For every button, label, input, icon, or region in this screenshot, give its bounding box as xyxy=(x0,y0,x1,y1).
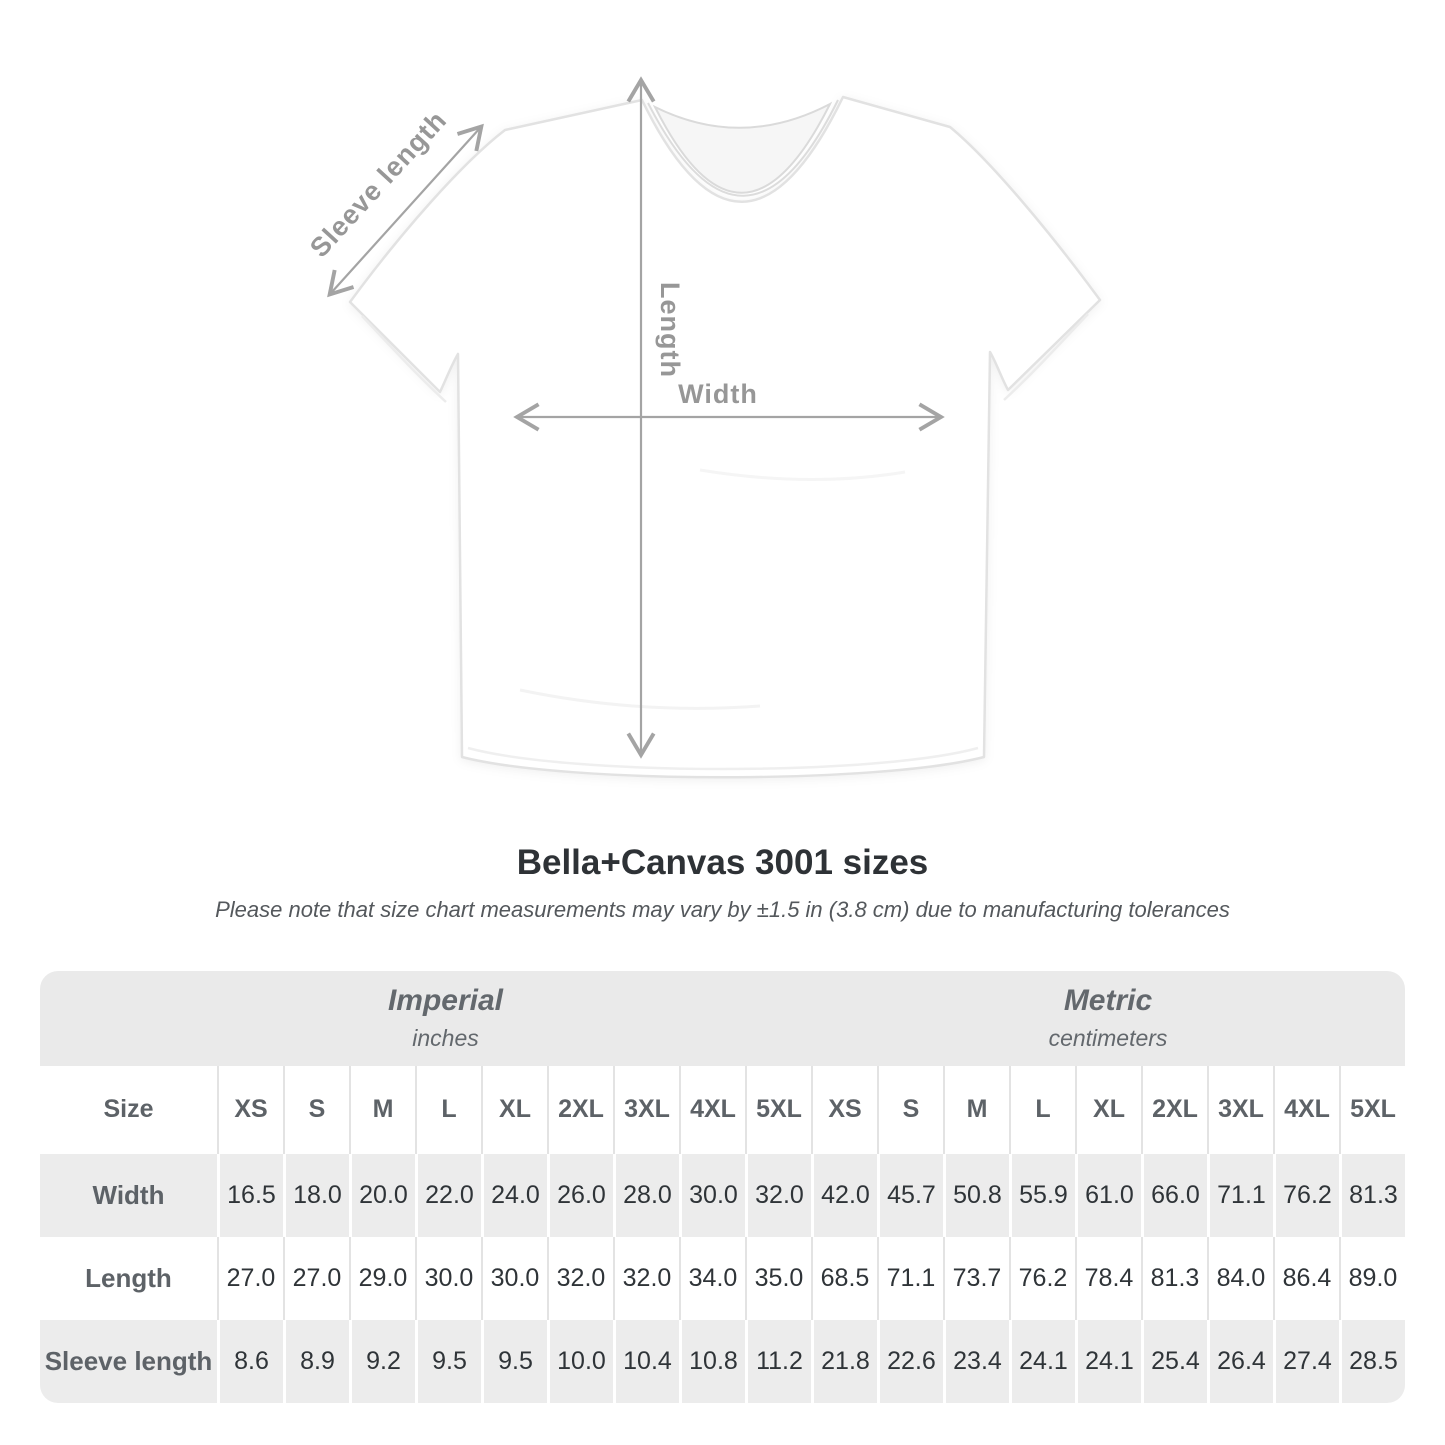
value-cell: 29.0 xyxy=(349,1236,415,1320)
value-cell: 30.0 xyxy=(415,1236,481,1320)
value-cell: 21.8 xyxy=(811,1319,877,1403)
metric-unit: centimeters xyxy=(1048,1025,1168,1052)
tshirt-diagram-svg: Sleeve length Length Width xyxy=(304,76,1102,779)
size-column-header: 4XL xyxy=(1273,1065,1339,1154)
size-column-header: XL xyxy=(481,1065,547,1154)
value-cell: 42.0 xyxy=(811,1153,877,1237)
tshirt-measurement-diagram: Sleeve length Length Width xyxy=(304,76,1102,779)
value-cell: 22.6 xyxy=(877,1319,943,1403)
value-cell: 10.0 xyxy=(547,1319,613,1403)
size-table-zone: Imperial inches Metric centimeters Size … xyxy=(0,970,1445,1403)
row-header: Sleeve length xyxy=(40,1319,217,1403)
imperial-group-header: Imperial inches xyxy=(40,970,811,1066)
size-column-header: XS xyxy=(217,1065,283,1154)
width-label: Width xyxy=(678,379,758,409)
size-column-header: S xyxy=(877,1065,943,1154)
size-column-header: 5XL xyxy=(745,1065,811,1154)
value-cell: 9.5 xyxy=(481,1319,547,1403)
value-cell: 66.0 xyxy=(1141,1153,1207,1237)
value-cell: 24.1 xyxy=(1075,1319,1141,1403)
value-cell: 45.7 xyxy=(877,1153,943,1237)
imperial-unit: inches xyxy=(412,1025,479,1052)
value-cell: 23.4 xyxy=(943,1319,1009,1403)
value-cell: 27.0 xyxy=(217,1236,283,1320)
value-cell: 26.4 xyxy=(1207,1319,1273,1403)
value-cell: 81.3 xyxy=(1339,1153,1405,1237)
size-column-header: L xyxy=(415,1065,481,1154)
value-cell: 76.2 xyxy=(1273,1153,1339,1237)
value-cell: 8.6 xyxy=(217,1319,283,1403)
value-cell: 55.9 xyxy=(1009,1153,1075,1237)
size-header-row: Size XS S M L XL 2XL 3XL 4XL 5XL XS S M L XL 2XL 3XL 4XL… xyxy=(40,1065,1405,1154)
value-cell: 86.4 xyxy=(1273,1236,1339,1320)
value-cell: 11.2 xyxy=(745,1319,811,1403)
table-row: Width 16.5 18.0 20.0 22.0 24.0 26.0 28.0 30.0 32.… xyxy=(40,1153,1405,1237)
value-cell: 68.5 xyxy=(811,1236,877,1320)
size-column-header: XS xyxy=(811,1065,877,1154)
size-column-header: M xyxy=(943,1065,1009,1154)
value-cell: 30.0 xyxy=(481,1236,547,1320)
value-cell: 76.2 xyxy=(1009,1236,1075,1320)
row-header: Length xyxy=(40,1236,217,1320)
metric-group-header: Metric centimeters xyxy=(811,970,1405,1066)
value-cell: 26.0 xyxy=(547,1153,613,1237)
value-cell: 78.4 xyxy=(1075,1236,1141,1320)
size-column-header: M xyxy=(349,1065,415,1154)
value-cell: 61.0 xyxy=(1075,1153,1141,1237)
unit-group-row: Imperial inches Metric centimeters xyxy=(40,970,1405,1066)
size-column-header: 3XL xyxy=(1207,1065,1273,1154)
value-cell: 8.9 xyxy=(283,1319,349,1403)
value-cell: 28.0 xyxy=(613,1153,679,1237)
value-cell: 24.0 xyxy=(481,1153,547,1237)
value-cell: 71.1 xyxy=(1207,1153,1273,1237)
size-column-header: L xyxy=(1009,1065,1075,1154)
metric-label: Metric xyxy=(1063,984,1153,1018)
value-cell: 50.8 xyxy=(943,1153,1009,1237)
size-column-header: 4XL xyxy=(679,1065,745,1154)
tolerance-note: Please note that size chart measurements… xyxy=(215,897,1230,922)
value-cell: 25.4 xyxy=(1141,1319,1207,1403)
page-title: Bella+Canvas 3001 sizes xyxy=(516,843,929,882)
row-header: Width xyxy=(40,1153,217,1237)
size-column-header: 5XL xyxy=(1339,1065,1405,1154)
value-cell: 84.0 xyxy=(1207,1236,1273,1320)
value-cell: 9.5 xyxy=(415,1319,481,1403)
value-cell: 22.0 xyxy=(415,1153,481,1237)
value-cell: 89.0 xyxy=(1339,1236,1405,1320)
size-column-header: S xyxy=(283,1065,349,1154)
value-cell: 32.0 xyxy=(613,1236,679,1320)
size-column-header: 3XL xyxy=(613,1065,679,1154)
value-cell: 16.5 xyxy=(217,1153,283,1237)
value-cell: 81.3 xyxy=(1141,1236,1207,1320)
table-row: Sleeve length 8.6 8.9 9.2 9.5 9.5 10.0 10.4 10.8… xyxy=(40,1319,1405,1403)
value-cell: 27.0 xyxy=(283,1236,349,1320)
value-cell: 24.1 xyxy=(1009,1319,1075,1403)
value-cell: 20.0 xyxy=(349,1153,415,1237)
value-cell: 73.7 xyxy=(943,1236,1009,1320)
value-cell: 9.2 xyxy=(349,1319,415,1403)
size-column-header: XL xyxy=(1075,1065,1141,1154)
value-cell: 28.5 xyxy=(1339,1319,1405,1403)
value-cell: 32.0 xyxy=(547,1236,613,1320)
tshirt-graphic xyxy=(348,95,1102,779)
value-cell: 71.1 xyxy=(877,1236,943,1320)
value-cell: 32.0 xyxy=(745,1153,811,1237)
size-corner-header: Size xyxy=(40,1065,217,1154)
length-label: Length xyxy=(655,282,685,378)
value-cell: 10.8 xyxy=(679,1319,745,1403)
size-column-header: 2XL xyxy=(547,1065,613,1154)
sleeve-length-arrow xyxy=(327,123,484,298)
value-cell: 27.4 xyxy=(1273,1319,1339,1403)
table-row: Length 27.0 27.0 29.0 30.0 30.0 32.0 32.0 34.0 35… xyxy=(40,1236,1405,1320)
size-column-header: 2XL xyxy=(1141,1065,1207,1154)
value-cell: 34.0 xyxy=(679,1236,745,1320)
value-cell: 30.0 xyxy=(679,1153,745,1237)
value-cell: 18.0 xyxy=(283,1153,349,1237)
value-cell: 35.0 xyxy=(745,1236,811,1320)
value-cell: 10.4 xyxy=(613,1319,679,1403)
imperial-label: Imperial xyxy=(387,984,504,1018)
size-chart-table: Imperial inches Metric centimeters Size … xyxy=(40,970,1405,1403)
